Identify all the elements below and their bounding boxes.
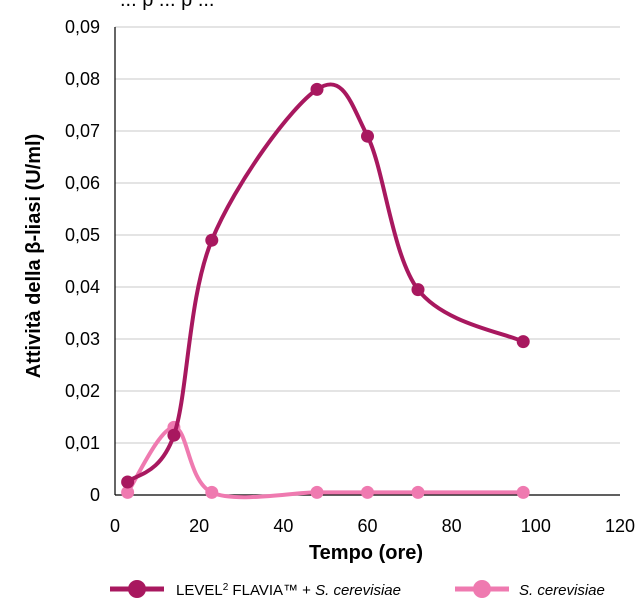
series-line-2 [125, 425, 526, 500]
y-tick-label: 0,01 [65, 433, 100, 453]
y-tick-label: 0,04 [65, 277, 100, 297]
x-tick-label: 0 [110, 516, 120, 536]
series [121, 82, 530, 500]
chart-title-fragment: ... p ... p ... [120, 0, 214, 11]
y-axis-title: Attività della β-liasi (U/ml) [23, 134, 45, 378]
series-1-point [205, 233, 219, 247]
x-tick-label: 120 [605, 516, 635, 536]
series-2-point [361, 485, 374, 499]
legend-label-series-1-rest: FLAVIA™ + [228, 582, 315, 599]
legend-marker-series-2 [473, 580, 491, 598]
y-tick-label: 0 [90, 485, 100, 505]
y-tick-label: 0,08 [65, 69, 100, 89]
x-axis: 0 20 40 60 80 100 120 [110, 494, 635, 536]
legend-label-series-1: LEVEL2 FLAVIA™ + S. cerevisiae [176, 582, 401, 600]
legend-label-series-1-main: LEVEL [176, 582, 223, 599]
series-2-point [411, 485, 425, 499]
series-2-point [205, 485, 219, 499]
series-line-1 [125, 82, 526, 484]
x-axis-title: Tempo (ore) [309, 542, 423, 564]
y-tick-label: 0,02 [65, 381, 100, 401]
series-1-point [167, 428, 181, 442]
series-1-point [310, 82, 324, 96]
x-tick-label: 100 [521, 516, 551, 536]
x-tick-label: 60 [357, 516, 377, 536]
x-tick-label: 20 [189, 516, 209, 536]
legend-label-series-2: S. cerevisiae [519, 582, 605, 599]
y-tick-label: 0,07 [65, 121, 100, 141]
y-tick-label: 0,03 [65, 329, 100, 349]
y-tick-label: 0,05 [65, 225, 100, 245]
y-tick-label: 0,06 [65, 173, 100, 193]
legend-label-series-1-sup: 2 [223, 582, 229, 593]
series-1-point [361, 129, 374, 143]
series-2-point [121, 485, 135, 499]
legend-label-series-1-italic: S. cerevisiae [315, 582, 401, 599]
y-axis: 0 0,01 0,02 0,03 0,04 0,05 0,06 0,07 0,08 0,09 [65, 17, 116, 505]
series-1-point [121, 475, 135, 489]
series-2-point [516, 485, 530, 499]
series-1-point [516, 335, 530, 349]
x-tick-label: 80 [442, 516, 462, 536]
y-tick-label: 0,09 [65, 17, 100, 37]
series-1-point [411, 283, 425, 297]
legend: LEVEL2 FLAVIA™ + S. cerevisiae S. cerevi… [110, 580, 605, 599]
series-2-point [310, 485, 324, 499]
legend-marker-series-1 [128, 580, 146, 598]
grid-lines [115, 26, 620, 444]
x-tick-label: 40 [273, 516, 293, 536]
